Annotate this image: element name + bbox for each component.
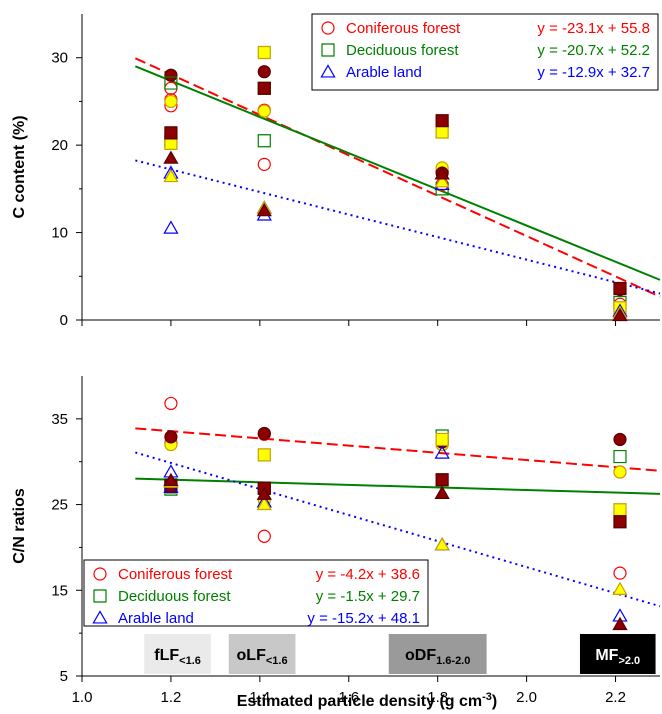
yellow-point: [436, 126, 448, 138]
fraction-label-odf: oDF1.6-2.0: [389, 634, 487, 674]
fit-line-deciduous-forest: [135, 479, 660, 494]
filled-point: [164, 152, 177, 164]
legend-label-coniferous-forest: Coniferous forest: [346, 20, 461, 37]
x-tick-label: 1.2: [160, 689, 181, 706]
legend-equation-arable-land: y = -12.9x + 32.7: [537, 64, 650, 81]
yellow-point: [614, 466, 626, 478]
legend-equation-coniferous-forest: y = -23.1x + 55.8: [537, 20, 650, 37]
filled-point: [165, 127, 177, 139]
filled-point: [258, 427, 270, 439]
legend-label-arable-land: Arable land: [118, 610, 194, 627]
yellow-point: [614, 504, 626, 516]
legend-label-coniferous-forest: Coniferous forest: [118, 566, 233, 583]
filled-point: [614, 516, 626, 528]
fit-line-coniferous-forest: [135, 428, 660, 470]
y-tick-label: 20: [51, 137, 68, 154]
x-tick-label: 2.0: [516, 689, 537, 706]
fraction-label-mf: MF>2.0: [580, 634, 656, 674]
yellow-point: [165, 95, 177, 107]
filled-point: [614, 283, 626, 295]
fraction-label-olf: oLF<1.6: [229, 634, 296, 674]
x-tick-label: 1.0: [72, 689, 93, 706]
series-coniferous-forest: [165, 66, 626, 318]
x-tick-label: 2.2: [605, 689, 626, 706]
legend-equation-deciduous-forest: y = -20.7x + 52.2: [537, 42, 650, 59]
filled-point: [165, 69, 177, 81]
legend-equation-deciduous-forest: y = -1.5x + 29.7: [316, 588, 420, 605]
y-tick-label: 25: [51, 497, 68, 514]
fit-line-deciduous-forest: [135, 66, 660, 280]
open-point: [258, 135, 270, 147]
yellow-point: [258, 449, 270, 461]
legend: Coniferous forest y = -23.1x + 55.8 Decidu…: [312, 14, 658, 90]
y-tick-label: 10: [51, 225, 68, 242]
series-deciduous-forest: [165, 430, 626, 528]
y-tick-label: 30: [51, 50, 68, 67]
series-coniferous-forest: [165, 397, 626, 579]
legend: Coniferous forest y = -4.2x + 38.6 Deciduo…: [84, 560, 428, 627]
y-tick-label: 35: [51, 411, 68, 428]
legend-label-arable-land: Arable land: [346, 64, 422, 81]
filled-point: [258, 66, 270, 78]
y-axis-title: C/N ratios: [11, 488, 28, 564]
yellow-point: [613, 583, 626, 595]
fit-line-arable-land: [135, 160, 660, 293]
c-content-panel: 0 10 20 30 C content (%) Coniferous forest y =…: [11, 14, 660, 329]
filled-point: [613, 618, 626, 630]
open-point: [258, 158, 270, 170]
open-point: [258, 530, 270, 542]
filled-point: [614, 433, 626, 445]
fit-line-coniferous-forest: [135, 58, 660, 296]
fraction-label-flf: fLF<1.6: [144, 634, 211, 674]
y-axis-title: C content (%): [11, 115, 28, 218]
y-tick-label: 5: [60, 668, 68, 685]
fraction-band: [389, 634, 487, 674]
open-point: [614, 567, 626, 579]
y-tick-label: 0: [60, 312, 68, 329]
yellow-point: [258, 105, 270, 117]
open-point: [614, 451, 626, 463]
cn-ratio-panel: 5 15 25 35 1.0 1.2 1.4 1.6 1.8 2.0 2.2 C/N ratios fL…: [11, 376, 660, 710]
open-point: [165, 82, 177, 94]
filled-point: [436, 115, 448, 127]
filled-point: [258, 82, 270, 94]
legend-equation-coniferous-forest: y = -4.2x + 38.6: [316, 566, 420, 583]
open-point: [164, 222, 177, 234]
legend-equation-arable-land: y = -15.2x + 48.1: [307, 610, 420, 627]
filled-point: [165, 431, 177, 443]
yellow-point: [436, 433, 448, 445]
open-point: [165, 397, 177, 409]
series-arable-land: [164, 152, 626, 321]
legend-label-deciduous-forest: Deciduous forest: [118, 588, 231, 605]
legend-label-deciduous-forest: Deciduous forest: [346, 42, 459, 59]
yellow-point: [258, 46, 270, 58]
x-axis-title: Estimated particle density (g cm-3): [237, 691, 498, 710]
y-tick-label: 15: [51, 582, 68, 599]
filled-point: [436, 474, 448, 486]
